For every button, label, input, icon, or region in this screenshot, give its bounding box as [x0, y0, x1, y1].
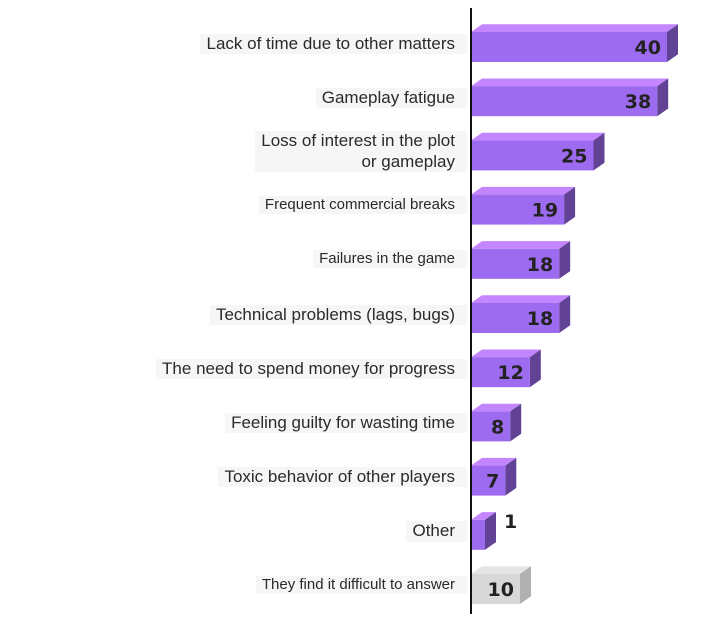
bar: [471, 457, 517, 496]
value-label: 38: [625, 91, 651, 113]
category-label: Frequent commercial breaks: [258, 196, 467, 215]
bar-front-face: [471, 465, 506, 496]
bar: [471, 24, 678, 62]
bar-top-face: [471, 457, 517, 466]
bar-top-face: [471, 512, 496, 520]
bar: [471, 403, 522, 442]
bar-top-face: [471, 24, 678, 32]
value-label: 18: [527, 308, 553, 330]
bar-side-face: [529, 349, 541, 388]
bar-side-face: [505, 457, 517, 496]
bar: [471, 512, 496, 550]
category-label: Technical problems (lags, bugs): [209, 304, 467, 325]
bar-side-face: [510, 403, 522, 442]
bar: [471, 186, 576, 225]
bar-top-face: [471, 186, 576, 195]
bar-front-face: [471, 140, 594, 171]
bar-top-face: [471, 241, 571, 249]
bar: [471, 241, 571, 279]
bar-side-face: [667, 24, 678, 62]
bar-front-face: [471, 32, 667, 62]
bar-side-face: [593, 132, 605, 171]
bar: [471, 566, 531, 604]
bar-side-face: [657, 78, 669, 117]
bar-top-face: [471, 566, 531, 574]
value-label: 7: [486, 471, 499, 493]
category-label: Lack of time due to other matters: [200, 33, 467, 54]
bar-top-face: [471, 349, 541, 358]
bar-front-face: [471, 574, 520, 604]
bar-side-face: [559, 295, 571, 333]
category-label: They find it difficult to answer: [255, 575, 467, 594]
bar-front-face: [471, 357, 530, 388]
bar: [471, 132, 605, 171]
bar-front-face: [471, 248, 560, 279]
bar-side-face: [520, 566, 531, 604]
bar-front-face: [471, 519, 485, 550]
bar-side-face: [564, 186, 576, 225]
bar-front-face: [471, 194, 565, 225]
bar: [471, 295, 571, 333]
value-label: 12: [497, 362, 523, 384]
category-label: Toxic behavior of other players: [218, 467, 467, 488]
bar-top-face: [471, 403, 522, 412]
bar-side-face: [485, 512, 496, 550]
category-label: Gameplay fatigue: [315, 87, 467, 109]
bar-front-face: [471, 86, 658, 117]
category-label: Failures in the game: [313, 250, 467, 269]
value-label: 10: [488, 579, 514, 601]
bar-top-face: [471, 295, 571, 303]
value-label: 18: [527, 254, 553, 276]
bar-top-face: [471, 78, 669, 87]
category-label: Loss of interest in the plot or gameplay: [255, 131, 467, 173]
bar-side-face: [559, 241, 571, 279]
value-label: 19: [532, 200, 558, 222]
category-label: The need to spend money for progress: [156, 358, 467, 380]
bar: [471, 78, 669, 117]
value-label: 8: [491, 416, 504, 438]
bar: [471, 349, 541, 388]
category-label: Feeling guilty for wasting time: [225, 412, 467, 434]
bar-top-face: [471, 132, 605, 141]
value-label: 1: [504, 511, 517, 533]
bar-front-face: [471, 411, 511, 442]
value-label: 25: [561, 145, 587, 167]
bar-front-face: [471, 303, 560, 333]
value-label: 40: [635, 37, 661, 59]
category-label: Other: [406, 521, 467, 542]
